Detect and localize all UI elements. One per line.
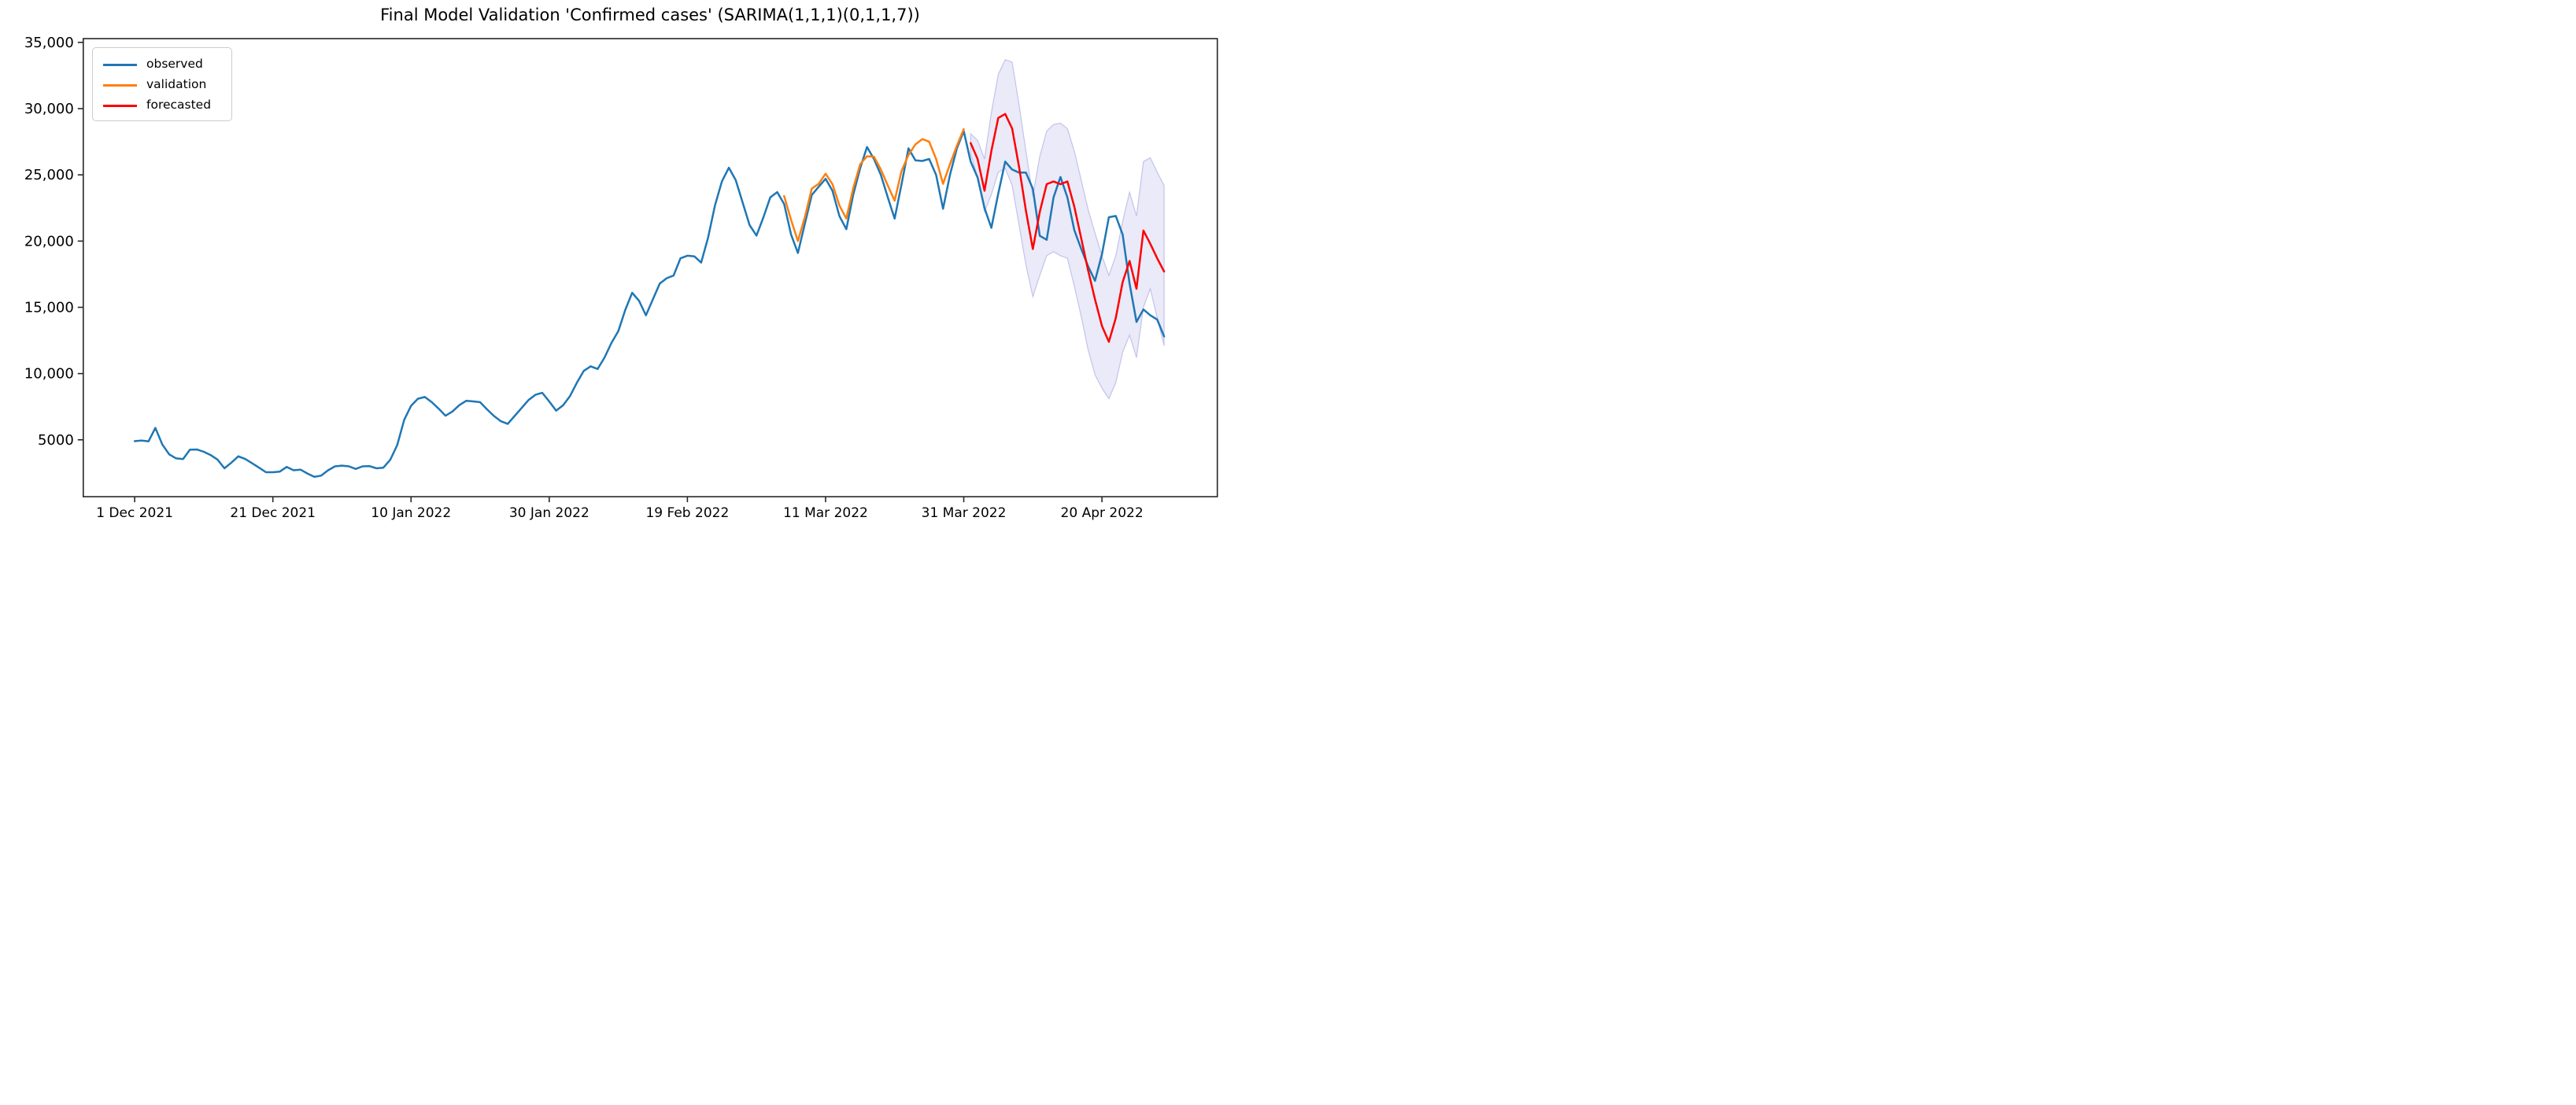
y-tick-label: 20,000 [24,233,74,249]
y-tick-label: 5000 [38,432,74,449]
x-tick-label: 31 Mar 2022 [922,505,1007,521]
confidence-band [970,58,1165,400]
observed-line-swatch [103,63,137,66]
legend-label: validation [146,77,207,92]
legend-item-forecasted: forecasted [103,95,231,116]
chart-title: Final Model Validation 'Confirmed cases'… [380,6,920,24]
x-tick-label: 30 Jan 2022 [509,505,589,521]
x-tick-label: 20 Apr 2022 [1061,505,1144,521]
y-tick-label: 30,000 [24,101,74,117]
x-tick-label: 10 Jan 2022 [371,505,451,521]
legend-item-validation: validation [103,75,231,95]
x-tick-label: 21 Dec 2021 [230,505,316,521]
validation-line [783,128,965,242]
x-tick-label: 1 Dec 2021 [96,505,173,521]
y-tick-label: 35,000 [24,35,74,51]
legend-item-observed: observed [103,54,231,75]
validation-line-swatch [103,83,137,87]
legend-label: forecasted [146,98,212,113]
legend: observed validation forecasted [92,47,232,121]
axes-frame [83,38,1218,497]
y-tick-label: 25,000 [24,167,74,183]
x-tick-label: 11 Mar 2022 [783,505,868,521]
forecasted-line-swatch [103,104,137,107]
observed-line [133,130,1166,479]
x-tick-label: 19 Feb 2022 [645,505,729,521]
chart-canvas: 5000 10,000 15,000 20,000 25,000 30,000 35,000… [24,35,1218,521]
y-tick-label: 10,000 [24,366,74,382]
figure: 5000 10,000 15,000 20,000 25,000 30,000 35,000… [0,0,1228,527]
forecasted-line [970,113,1166,343]
y-tick-label: 15,000 [24,299,74,316]
legend-label: observed [146,57,203,72]
